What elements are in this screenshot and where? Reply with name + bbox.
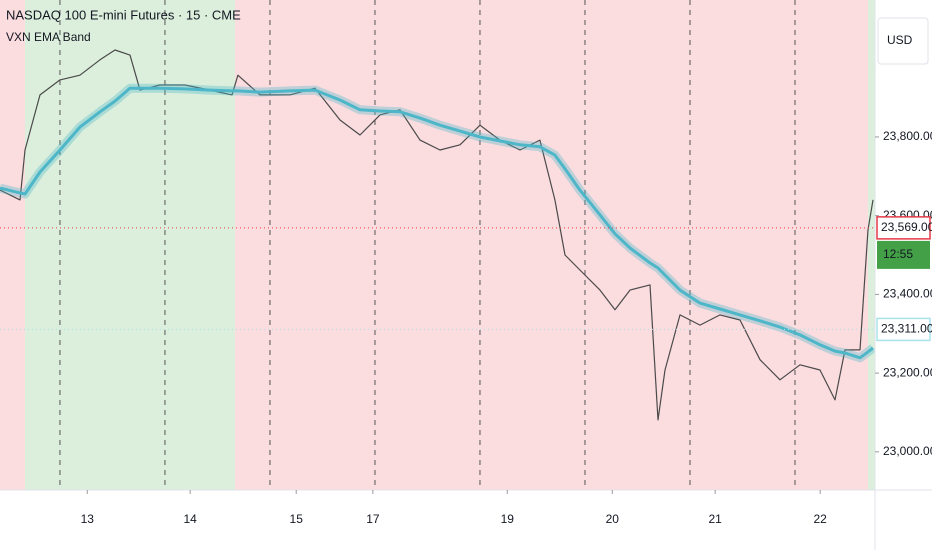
background-region bbox=[24, 0, 235, 490]
y-tick-label: 23,000.00 bbox=[883, 444, 932, 458]
y-tick-label: 23,800.00 bbox=[883, 129, 932, 143]
background-region bbox=[0, 0, 25, 490]
currency[interactable]: USD bbox=[887, 33, 913, 47]
background-region bbox=[867, 0, 875, 490]
price-label: 23,311.00 bbox=[881, 322, 932, 336]
x-tick-label: 15 bbox=[290, 512, 304, 526]
x-tick-label: 19 bbox=[501, 512, 515, 526]
indicator-name: VXN EMA Band bbox=[6, 30, 91, 44]
x-tick-label: 21 bbox=[709, 512, 723, 526]
y-tick-label: 23,200.00 bbox=[883, 365, 932, 379]
countdown: 12:55 bbox=[883, 247, 913, 261]
x-tick-label: 20 bbox=[606, 512, 620, 526]
x-tick-label: 22 bbox=[814, 512, 828, 526]
countdown-box bbox=[877, 240, 930, 269]
ema-line bbox=[0, 86, 874, 360]
price-label-box bbox=[876, 317, 931, 342]
chart-title: NASDAQ 100 E-mini Futures · 15 · CME bbox=[6, 7, 241, 22]
x-tick-label: 17 bbox=[366, 512, 380, 526]
price-axis bbox=[875, 0, 932, 550]
x-tick-label: 14 bbox=[183, 512, 197, 526]
price-label-box bbox=[876, 216, 931, 240]
price-line bbox=[0, 49, 874, 421]
price-label: 23,569.00 bbox=[881, 220, 932, 234]
y-tick-label: 23,400.00 bbox=[883, 287, 932, 301]
currency-button[interactable] bbox=[877, 17, 929, 65]
x-tick-label: 13 bbox=[81, 512, 95, 526]
background-region bbox=[234, 0, 868, 490]
